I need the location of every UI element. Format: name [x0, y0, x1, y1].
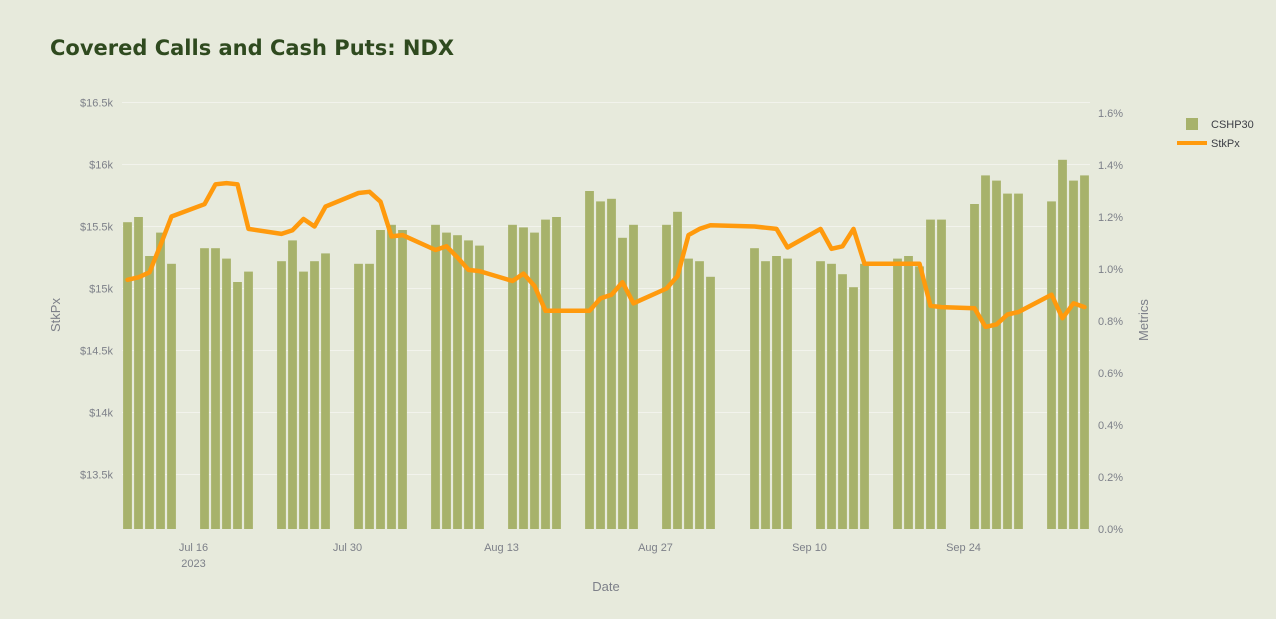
bar-cshp30 [200, 248, 209, 529]
y-right-tick-label: 1.6% [1098, 108, 1123, 120]
x-tick-label: Sep 24 [946, 542, 981, 554]
bar-cshp30 [695, 261, 704, 529]
bar-cshp30 [662, 224, 671, 530]
bar-cshp30 [453, 235, 462, 529]
bar-cshp30 [926, 219, 935, 529]
bar-cshp30 [541, 219, 550, 529]
legend-swatch-cshp30 [1186, 118, 1198, 130]
bar-cshp30 [904, 256, 913, 529]
bar-cshp30 [156, 232, 165, 529]
y-right-tick-label: 0.6% [1098, 368, 1123, 380]
bar-cshp30 [123, 222, 132, 529]
bar-cshp30 [915, 266, 924, 529]
x-tick-label: Jul 16 [179, 542, 208, 554]
chart-title: Covered Calls and Cash Puts: NDX [50, 36, 455, 60]
bar-cshp30 [596, 201, 605, 529]
bar-cshp30 [530, 232, 539, 529]
bar-cshp30 [464, 240, 473, 529]
bar-cshp30 [475, 245, 484, 529]
bar-cshp30 [1047, 201, 1056, 529]
bar-cshp30 [211, 248, 220, 529]
bar-cshp30 [1014, 193, 1023, 529]
bar-cshp30 [937, 219, 946, 529]
x-tick-label: Aug 27 [638, 542, 673, 554]
bar-cshp30 [145, 256, 154, 529]
y-right-tick-label: 1.0% [1098, 264, 1123, 276]
bar-cshp30 [1058, 159, 1067, 530]
bar-cshp30 [772, 256, 781, 529]
y-axis-left-title: StkPx [48, 298, 63, 332]
y-axis-right-title: Metrics [1136, 299, 1151, 341]
legend-label-stkpx: StkPx [1211, 138, 1240, 150]
bar-cshp30 [761, 261, 770, 529]
y-left-tick-label: $14k [89, 407, 113, 419]
bar-cshp30 [508, 224, 517, 530]
bar-cshp30 [299, 271, 308, 529]
bar-cshp30 [684, 258, 693, 529]
bar-cshp30 [970, 204, 979, 529]
bar-cshp30 [167, 263, 176, 529]
y-left-tick-label: $15.5k [80, 221, 114, 233]
y-right-tick-label: 0.4% [1098, 420, 1123, 432]
bar-cshp30 [277, 261, 286, 529]
bar-cshp30 [398, 230, 407, 529]
bar-cshp30 [1003, 193, 1012, 529]
line-stkpx [125, 180, 1087, 330]
x-axis-title: Date [592, 579, 619, 594]
bar-cshp30 [1069, 180, 1078, 529]
bar-cshp30 [222, 258, 231, 529]
bar-cshp30 [321, 253, 330, 529]
bar-cshp30 [673, 211, 682, 530]
x-tick-sublabel: 2023 [181, 558, 205, 570]
x-tick-label: Aug 13 [484, 542, 519, 554]
y-right-tick-label: 0.8% [1098, 316, 1123, 328]
bar-cshp30 [783, 258, 792, 529]
y-left-tick-label: $13.5k [80, 469, 114, 481]
bar-cshp30 [552, 217, 561, 529]
bar-cshp30 [607, 198, 616, 530]
bar-cshp30 [816, 261, 825, 529]
bar-cshp30 [585, 191, 594, 529]
bar-cshp30 [618, 237, 627, 530]
bar-cshp30 [519, 227, 528, 529]
y-left-tick-label: $15k [89, 283, 113, 295]
bar-cshp30 [992, 180, 1001, 529]
bar-cshp30 [849, 287, 858, 529]
bar-cshp30 [288, 240, 297, 529]
x-tick-label: Sep 10 [792, 542, 827, 554]
bar-cshp30 [354, 263, 363, 529]
bar-cshp30 [1080, 175, 1089, 529]
bar-cshp30 [442, 232, 451, 529]
y-left-tick-label: $14.5k [80, 345, 114, 357]
bar-cshp30 [431, 224, 440, 530]
bar-cshp30 [838, 274, 847, 529]
bar-cshp30 [134, 217, 143, 529]
y-right-tick-label: 0.2% [1098, 472, 1123, 484]
bar-cshp30 [310, 261, 319, 529]
bar-cshp30 [387, 224, 396, 530]
bar-cshp30 [827, 263, 836, 529]
bar-cshp30 [750, 248, 759, 529]
bar-cshp30 [981, 175, 990, 529]
x-tick-label: Jul 30 [333, 542, 362, 554]
legend-label-cshp30: CSHP30 [1211, 119, 1254, 131]
y-right-tick-label: 0.0% [1098, 524, 1123, 536]
bar-cshp30 [376, 230, 385, 529]
y-left-tick-label: $16.5k [80, 97, 114, 109]
bar-cshp30 [860, 263, 869, 529]
bar-cshp30 [233, 282, 242, 529]
bar-cshp30 [244, 271, 253, 529]
bar-cshp30 [365, 263, 374, 529]
bar-cshp30 [629, 224, 638, 530]
bar-cshp30 [893, 258, 902, 529]
y-right-tick-label: 1.4% [1098, 160, 1123, 172]
bar-cshp30 [706, 276, 715, 529]
y-right-tick-label: 1.2% [1098, 212, 1123, 224]
y-left-tick-label: $16k [89, 159, 113, 171]
